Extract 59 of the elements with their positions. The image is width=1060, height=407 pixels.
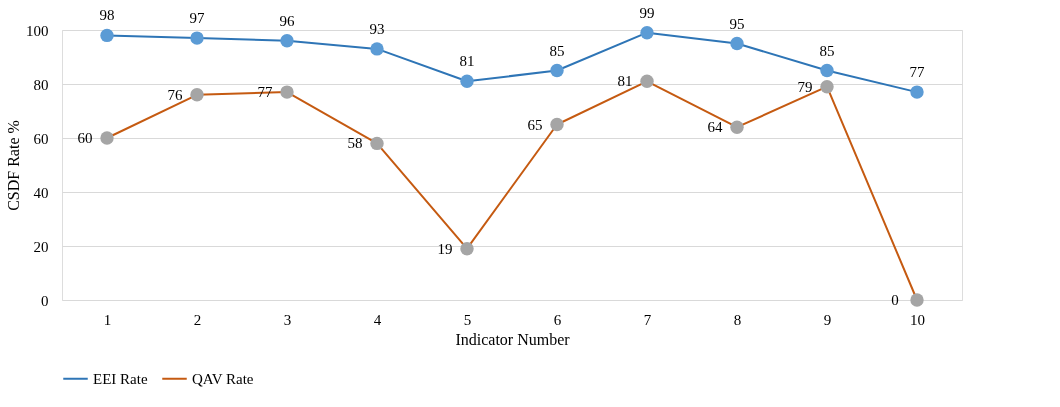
point [280,34,294,48]
x-tick-label: 5 [463,311,472,328]
point [820,63,834,78]
data-label: 77 [909,64,925,81]
data-label: 19 [437,240,453,257]
x-tick-label: 3 [283,311,292,328]
data-label: 99 [639,4,655,21]
data-label: 97 [189,10,205,27]
point [730,120,744,134]
data-label: 0 [891,292,899,308]
point [910,85,924,99]
point [820,80,834,94]
x-tick-label: 6 [553,311,562,328]
y-tick-label: 40 [33,184,49,201]
data-label: 85 [549,42,565,59]
legend-label: EEI Rate [93,370,148,387]
data-label: 79 [797,78,813,95]
data-label: 64 [707,119,723,136]
x-tick-label: 10 [910,311,925,328]
data-label: 95 [729,15,745,32]
x-tick-label: 4 [373,311,382,328]
point [640,26,654,40]
point [910,293,924,307]
y-tick-label: 80 [33,76,49,93]
x-tick-label: 9 [823,311,832,328]
x-tick-label: 7 [643,311,652,328]
point [370,42,384,56]
data-label: 85 [819,42,835,59]
point [640,74,654,88]
point [730,36,744,51]
data-label: 65 [527,116,543,133]
point [100,131,114,145]
x-tick-label: 2 [193,311,202,328]
y-tick-label: 100 [26,22,49,39]
data-label: 81 [459,53,475,70]
y-tick-label: 20 [33,238,49,255]
data-label: 58 [347,135,363,152]
point [460,242,474,256]
point [100,28,114,43]
data-label: 98 [99,7,115,24]
data-label: 81 [617,73,633,90]
data-label: 60 [77,130,93,146]
legend-label: QAV Rate [192,370,254,387]
y-axis-title: CSDF Rate % [5,120,22,211]
x-tick-label: 1 [103,311,112,328]
point [460,74,474,88]
point [280,85,294,99]
x-tick-label: 8 [733,311,742,328]
data-label: 76 [167,86,183,103]
x-axis-title: Indicator Number [455,330,571,348]
point [370,136,384,151]
point [190,31,204,45]
point [550,117,564,132]
point [550,63,564,78]
point [190,88,204,102]
data-label: 93 [369,20,385,37]
y-tick-label: 0 [41,292,49,309]
data-label: 96 [279,12,295,29]
y-tick-label: 60 [33,130,49,147]
